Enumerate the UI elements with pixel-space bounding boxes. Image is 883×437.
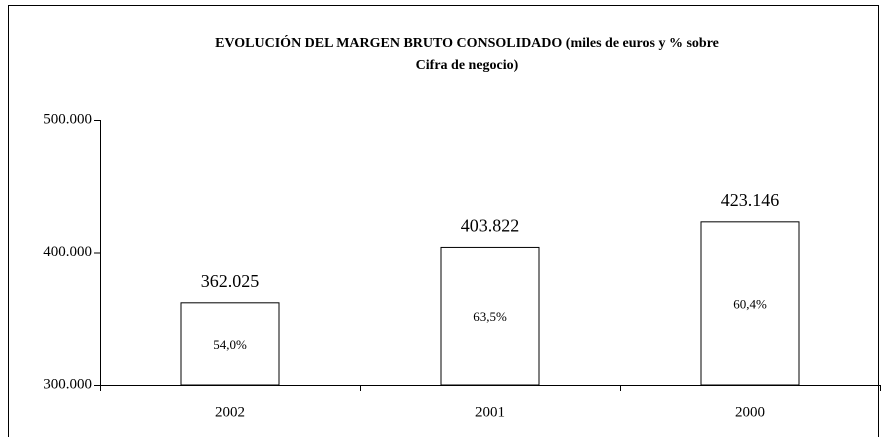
bar bbox=[180, 302, 280, 386]
value-label: 423.146 bbox=[721, 190, 780, 210]
y-tick-label: 300.000 bbox=[43, 376, 92, 392]
value-label: 362.025 bbox=[201, 271, 260, 291]
x-tick-label: 2001 bbox=[475, 404, 505, 420]
share-label: 54,0% bbox=[213, 337, 247, 352]
y-tick-label: 400.000 bbox=[43, 244, 92, 260]
share-label: 63,5% bbox=[473, 309, 507, 324]
chart-title: Cifra de negocio) bbox=[416, 58, 519, 73]
bar bbox=[700, 221, 800, 386]
bar bbox=[440, 246, 540, 386]
y-tick-label: 500.000 bbox=[43, 111, 92, 127]
chart-title: EVOLUCIÓN DEL MARGEN BRUTO CONSOLIDADO (… bbox=[215, 34, 719, 51]
x-tick-label: 2000 bbox=[735, 404, 765, 420]
share-label: 60,4% bbox=[733, 296, 767, 311]
x-tick-label: 2002 bbox=[215, 404, 245, 420]
value-label: 403.822 bbox=[461, 216, 520, 236]
